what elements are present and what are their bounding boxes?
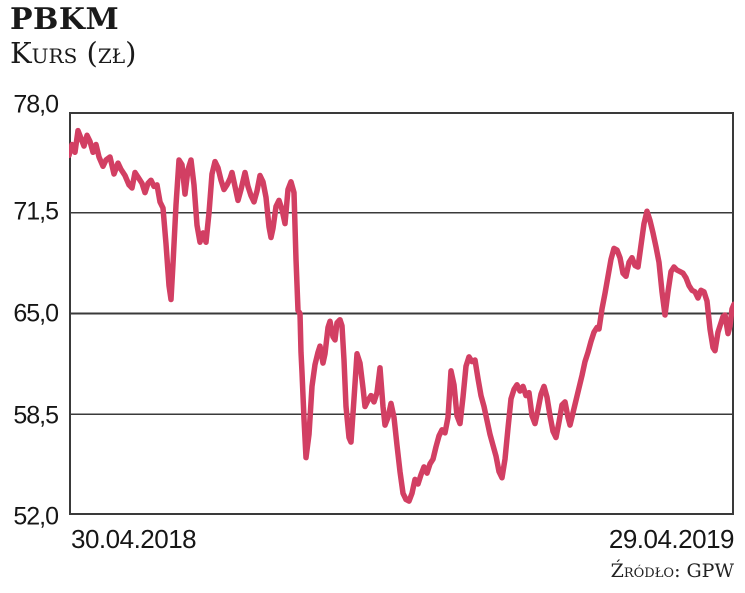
- price-line: [69, 127, 734, 504]
- plot-svg: [69, 112, 734, 515]
- x-axis-label-end: 29.04.2019: [608, 524, 735, 554]
- chart-title: PBKM: [10, 2, 120, 37]
- plot-area: [69, 112, 734, 515]
- y-axis-tick-label: 78,0: [13, 90, 59, 119]
- source-label: Źródło: GPW: [610, 560, 734, 582]
- y-axis-tick-label: 65,0: [13, 299, 59, 328]
- y-axis-tick-label: 52,0: [13, 502, 59, 531]
- chart-subtitle: Kurs (zł): [10, 36, 137, 70]
- gridlines: [69, 211, 734, 416]
- y-axis-tick-label: 71,5: [13, 197, 59, 226]
- y-axis-tick-label: 58,5: [13, 401, 59, 430]
- x-axis-label-start: 30.04.2018: [71, 524, 197, 554]
